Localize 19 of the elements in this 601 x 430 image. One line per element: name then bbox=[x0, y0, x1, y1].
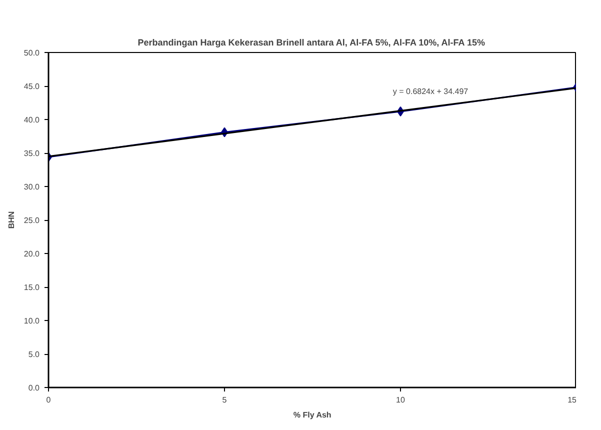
annotation: y = 0.6824x + 34.497 bbox=[392, 87, 469, 96]
y-tick-label: 25.0 bbox=[24, 216, 40, 225]
y-tick-label: 45.0 bbox=[24, 82, 40, 91]
y-tick-label: 35.0 bbox=[24, 149, 40, 158]
x-tick-label: 10 bbox=[396, 396, 406, 404]
y-tick-label: 20.0 bbox=[24, 250, 40, 258]
y-tick-label: 10.0 bbox=[24, 316, 40, 326]
x-tick-label: 5 bbox=[222, 396, 228, 404]
y-tick-label: 15.0 bbox=[24, 283, 40, 292]
x-axis-title: % Fly Ash bbox=[293, 410, 332, 420]
chart-title: Perbandingan Harga Kekerasan Brinell antara Al, Al-FA 5%, Al-FA 10%, Al-FA 15% bbox=[138, 38, 485, 48]
y-tick-label: 0.0 bbox=[28, 384, 40, 392]
x-tick-label: 0 bbox=[46, 396, 52, 404]
y-tick-label: 40.0 bbox=[24, 116, 40, 124]
y-tick-label: 50.0 bbox=[24, 48, 40, 58]
x-tick-label: 15 bbox=[568, 396, 578, 404]
y-tick-label: 5.0 bbox=[28, 350, 40, 359]
y-axis-title: BHN bbox=[6, 211, 16, 229]
y-tick-label: 30.0 bbox=[24, 182, 40, 192]
